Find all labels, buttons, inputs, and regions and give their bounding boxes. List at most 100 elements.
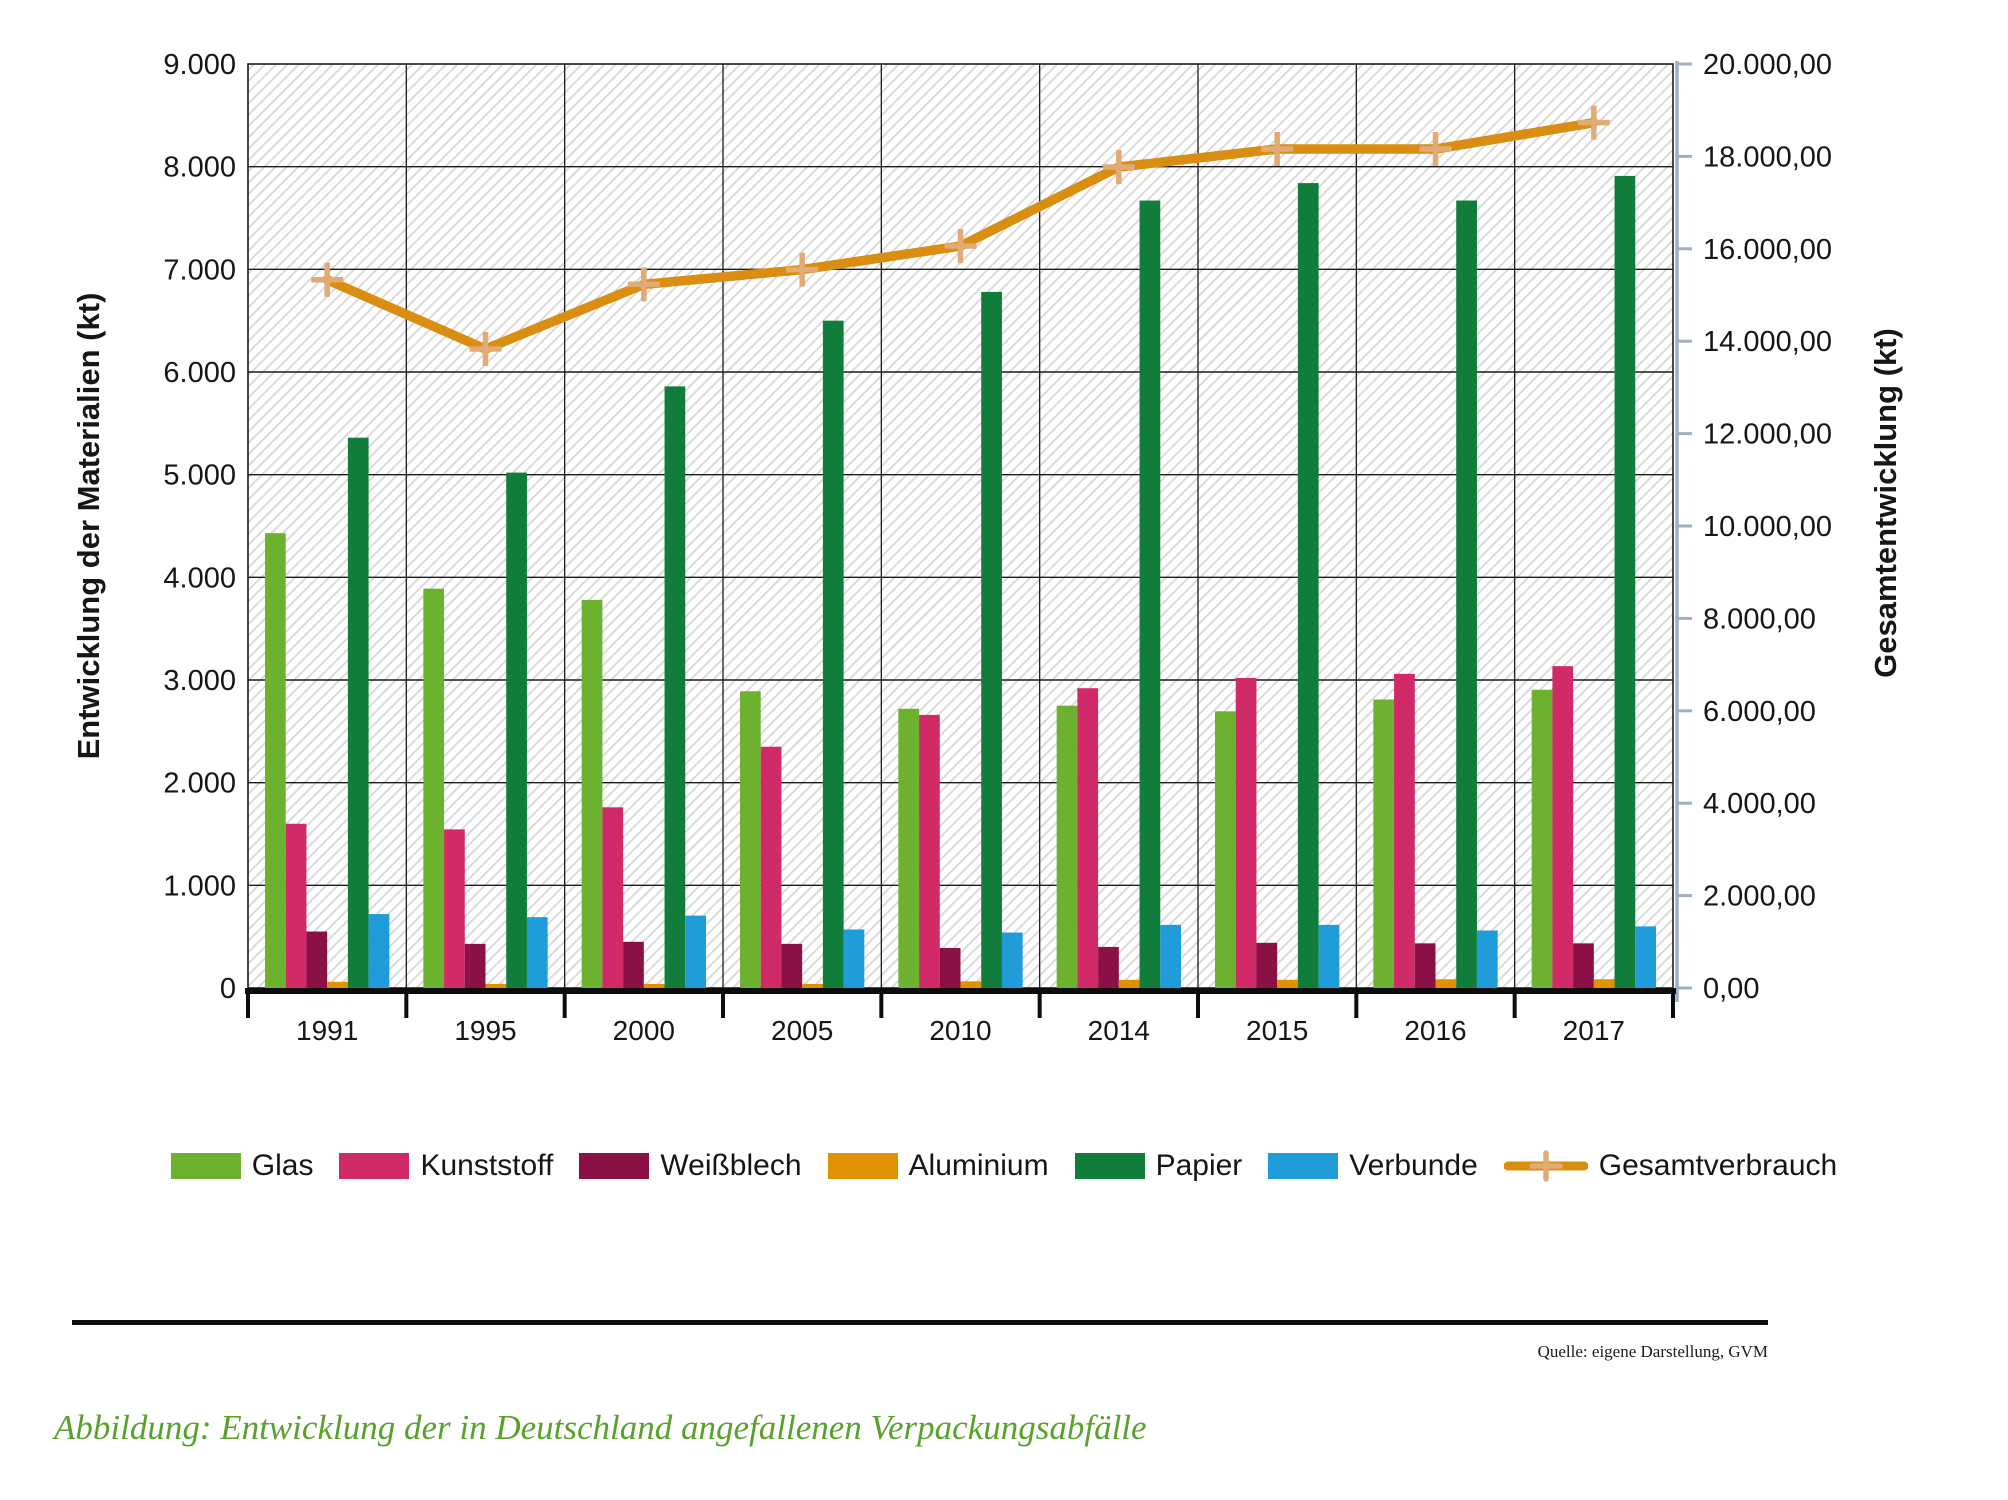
bar-kunststoff-2016 — [1394, 673, 1415, 988]
marker-2017 — [1577, 105, 1610, 140]
divider-rule — [72, 1320, 1768, 1325]
bar-glas-2016 — [1373, 699, 1395, 988]
bar-kunststoff-2015 — [1235, 677, 1257, 988]
bar-glas-2010 — [898, 708, 920, 988]
bar-wei-blech-2015 — [1256, 942, 1278, 988]
bar-wei-blech-2016 — [1414, 943, 1436, 988]
bar-papier-2000 — [664, 386, 686, 989]
bar-verbunde-2010 — [1001, 932, 1023, 988]
bar-group-2000 — [581, 386, 706, 989]
bar-group-1991 — [265, 437, 390, 988]
bar-group-2005 — [740, 320, 865, 989]
bar-glas-2000 — [581, 599, 603, 988]
right-axis-tick-label: 2.000,00 — [1703, 881, 1816, 913]
right-axis-tick-label: 8.000,00 — [1703, 603, 1816, 635]
marker-2015 — [1261, 132, 1294, 167]
legend-item-papier: Papier — [1074, 1149, 1242, 1183]
legend-label-gesamtverbrauch: Gesamtverbrauch — [1598, 1149, 1838, 1182]
legend-label-wei-blech: Weißblech — [660, 1149, 802, 1182]
bar-aluminium-2017 — [1593, 979, 1615, 988]
figure-caption: Abbildung: Entwicklung der in Deutschlan… — [54, 1408, 1147, 1447]
x-axis-label-1991: 1991 — [296, 1015, 358, 1046]
bar-glas-2017 — [1531, 689, 1553, 988]
bar-group-1995 — [423, 472, 548, 988]
x-axis-label-1995: 1995 — [454, 1015, 516, 1046]
legend-item-aluminium: Aluminium — [827, 1149, 1049, 1183]
bar-aluminium-2000 — [643, 983, 665, 988]
bar-verbunde-2000 — [685, 915, 706, 988]
bar-verbunde-2005 — [843, 929, 865, 988]
x-axis-label-2014: 2014 — [1088, 1015, 1150, 1046]
legend-label-verbunde: Verbunde — [1349, 1149, 1478, 1182]
bar-papier-2016 — [1456, 200, 1477, 989]
bar-papier-1995 — [506, 472, 527, 988]
left-axis-tick-label: 8.000 — [163, 152, 236, 184]
x-axis-label-2017: 2017 — [1563, 1015, 1625, 1046]
legend-label-kunststoff: Kunststoff — [420, 1149, 554, 1182]
bar-verbunde-2015 — [1318, 924, 1340, 988]
legend-swatch-aluminium — [827, 1153, 898, 1179]
marker-2014 — [1102, 150, 1135, 185]
bar-kunststoff-2010 — [919, 714, 940, 988]
left-axis-tick-label: 1.000 — [163, 870, 236, 902]
right-axis-tick-label: 18.000,00 — [1703, 141, 1832, 173]
right-axis-tick-label: 4.000,00 — [1703, 788, 1816, 820]
line-markers — [311, 105, 1610, 367]
left-axis-tick-label: 3.000 — [163, 665, 236, 697]
bar-glas-2014 — [1056, 705, 1078, 988]
bar-group-2010 — [898, 291, 1023, 988]
marker-1995 — [469, 332, 502, 367]
right-axis-tick-label: 12.000,00 — [1703, 419, 1832, 451]
legend-swatch-verbunde — [1268, 1153, 1339, 1179]
x-axis-label-2010: 2010 — [929, 1015, 991, 1046]
bar-wei-blech-2014 — [1098, 946, 1119, 988]
legend-item-kunststoff: Kunststoff — [339, 1149, 553, 1183]
bar-group-2017 — [1531, 175, 1656, 988]
bar-verbunde-2014 — [1160, 924, 1181, 988]
right-axis-title: Gesamtentwicklung (kt) — [1868, 328, 1903, 678]
left-axis-tick-label: 0 — [220, 973, 236, 1005]
combo-chart: 0 1.000 2.000 3.000 4.000 5.000 6.000 7.000 8.00… — [71, 49, 1903, 1046]
bar-papier-2005 — [822, 320, 844, 989]
bar-kunststoff-2005 — [760, 746, 782, 988]
bar-aluminium-2010 — [960, 981, 982, 988]
bar-kunststoff-2014 — [1077, 688, 1099, 988]
bar-wei-blech-2005 — [781, 943, 803, 988]
bar-papier-1991 — [347, 437, 369, 988]
legend-swatch-glas — [170, 1153, 241, 1179]
legend-item-gesamtverbrauch: Gesamtverbrauch — [1503, 1148, 1838, 1184]
left-axis-tick-label: 7.000 — [163, 254, 236, 286]
left-axis-tick-label: 6.000 — [163, 357, 236, 389]
bar-papier-2015 — [1297, 183, 1319, 989]
bar-kunststoff-2000 — [602, 807, 624, 988]
x-axis-label-2005: 2005 — [771, 1015, 833, 1046]
marker-2016 — [1419, 132, 1452, 167]
legend-swatch-papier — [1074, 1153, 1145, 1179]
bar-groups — [265, 175, 1656, 989]
bar-aluminium-1991 — [327, 981, 348, 988]
legend-swatch-wei-blech — [579, 1153, 650, 1179]
bar-glas-2005 — [740, 691, 761, 988]
bar-kunststoff-1995 — [444, 829, 465, 988]
bar-wei-blech-2010 — [939, 947, 961, 988]
right-axis-tick-label: 0,00 — [1703, 973, 1759, 1005]
left-axis-tick-label: 4.000 — [163, 562, 236, 594]
chart-legend: Glas Kunststoff Weißblech Aluminium Papier Ve… — [0, 1148, 2008, 1184]
bar-kunststoff-1991 — [285, 823, 307, 988]
bar-papier-2010 — [981, 291, 1002, 988]
right-axis — [1675, 61, 1692, 1002]
bar-aluminium-1995 — [485, 983, 507, 988]
bar-aluminium-2005 — [802, 983, 823, 988]
bar-papier-2014 — [1139, 200, 1161, 989]
bar-glas-1991 — [265, 533, 286, 988]
bar-verbunde-1995 — [526, 917, 548, 988]
marker-2010 — [944, 229, 977, 264]
bar-verbunde-2016 — [1476, 930, 1498, 988]
x-axis-label-2015: 2015 — [1246, 1015, 1308, 1046]
left-axis-title: Entwicklung der Materialien (kt) — [71, 293, 106, 760]
legend-item-wei-blech: Weißblech — [579, 1149, 802, 1183]
legend-swatch-kunststoff — [339, 1153, 410, 1179]
legend-item-glas: Glas — [170, 1149, 313, 1183]
bar-glas-2015 — [1215, 711, 1236, 988]
